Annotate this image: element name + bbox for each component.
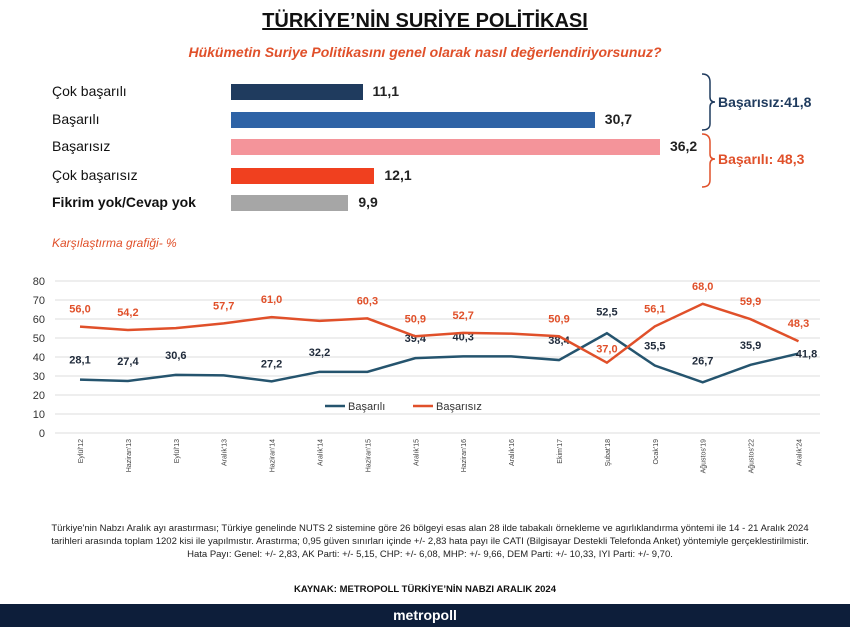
legend-label: Başarısız <box>436 401 482 413</box>
bar-category-label: Başarılı <box>52 111 100 127</box>
bar-category-label: Başarısız <box>52 138 111 154</box>
series-line-1 <box>79 302 800 365</box>
y-tick-label: 70 <box>33 295 45 307</box>
footer-logo: metropoll <box>0 604 850 627</box>
data-label: 27,4 <box>117 356 139 368</box>
data-label: 50,9 <box>548 313 569 325</box>
bar <box>231 168 375 184</box>
x-tick-label: Eylül'13 <box>174 439 181 463</box>
bar-category-label: Çok başarılı <box>52 83 127 99</box>
note-line: tarihleri arasında toplam 1202 kisi ile … <box>51 536 809 547</box>
methodology-notes: Türkiye'nin Nabzı Aralık ayı arastırması… <box>40 522 820 561</box>
data-label: 48,3 <box>788 318 809 330</box>
x-tick-label: Haziran'15 <box>365 439 372 472</box>
y-tick-label: 60 <box>33 314 45 326</box>
source: KAYNAK: METROPOLL TÜRKİYE’NİN NABZI ARAL… <box>294 584 556 595</box>
x-tick-label: Ağustos'22 <box>749 439 756 474</box>
y-tick-label: 30 <box>33 371 45 383</box>
x-tick-label: Eylül'12 <box>78 439 85 463</box>
x-tick-label: Aralık'13 <box>222 439 229 466</box>
y-tick-label: 20 <box>33 390 45 402</box>
data-label: 32,2 <box>309 347 330 359</box>
y-tick-label: 0 <box>39 428 45 440</box>
data-label: 56,1 <box>644 303 665 315</box>
data-label: 30,6 <box>165 350 186 362</box>
survey-question: Hükümetin Suriye Politikasını genel olar… <box>188 44 662 60</box>
x-tick-label: Ağustos'19 <box>701 439 708 474</box>
data-label: 35,5 <box>644 341 665 353</box>
x-tick-label: Haziran'16 <box>461 439 468 472</box>
y-tick-label: 40 <box>33 352 45 364</box>
data-label: 28,1 <box>69 355 90 367</box>
bar-value-label: 30,7 <box>604 111 633 127</box>
x-tick-label: Haziran'14 <box>270 439 277 472</box>
data-label: 59,9 <box>740 296 761 308</box>
data-label: 26,7 <box>692 355 713 367</box>
data-label: 27,2 <box>261 358 282 370</box>
y-tick-label: 10 <box>33 409 45 421</box>
data-label: 57,7 <box>213 300 234 312</box>
data-label: 38,4 <box>548 335 570 347</box>
data-label: 68,0 <box>692 281 713 293</box>
bar <box>231 112 595 128</box>
note-line: Hata Payı: Genel: +/- 2,83, AK Parti: +/… <box>187 549 673 560</box>
bar <box>231 84 363 100</box>
group-braces <box>701 73 716 188</box>
y-tick-label: 50 <box>33 333 45 345</box>
x-tick-label: Ocak'19 <box>653 439 660 465</box>
group-label-1: Başarısız:41,8 <box>718 94 812 110</box>
data-label: 52,5 <box>596 306 617 318</box>
x-tick-label: Aralık'16 <box>509 439 516 466</box>
data-label: 56,0 <box>69 304 90 316</box>
x-tick-label: Şubat'18 <box>605 439 612 467</box>
x-tick-label: Aralık'24 <box>797 439 804 466</box>
line-chart: 0 10 20 30 40 50 60 70 80 Eylül'12 Haziran'13 Eylül… <box>33 276 820 474</box>
legend-label: Başarılı <box>348 401 385 413</box>
group-label-2: Başarılı: 48,3 <box>718 151 805 167</box>
data-label: 52,7 <box>452 310 473 322</box>
note-line: Türkiye'nin Nabzı Aralık ayı arastırması… <box>51 523 809 534</box>
data-label: 54,2 <box>117 307 138 319</box>
page-title: TÜRKİYE’NİN SURİYE POLİTİKASI <box>262 10 588 32</box>
x-tick-label: Aralık'14 <box>318 439 325 466</box>
bar-category-label: Çok başarısız <box>52 167 138 183</box>
data-label: 41,8 <box>796 349 817 361</box>
bar-category-label: Fikrim yok/Cevap yok <box>52 194 196 210</box>
bar-value-label: 9,9 <box>358 194 378 210</box>
bar <box>231 139 660 155</box>
comparison-label: Karşılaştırma grafiği- % <box>52 236 177 250</box>
data-label: 37,0 <box>596 344 617 356</box>
bar <box>231 195 349 211</box>
x-tick-label: Ekim'17 <box>557 439 564 464</box>
series-line-0 <box>79 331 799 384</box>
data-label: 35,9 <box>740 340 761 352</box>
bar-value-label: 12,1 <box>384 167 412 183</box>
bar-value-label: 11,1 <box>372 83 400 99</box>
bar-value-label: 36,2 <box>669 138 698 154</box>
x-tick-label: Aralık'15 <box>413 439 420 466</box>
data-label: 50,9 <box>405 313 426 325</box>
x-tick-label: Haziran'13 <box>126 439 133 472</box>
data-label: 61,0 <box>261 294 282 306</box>
y-tick-label: 80 <box>33 276 45 288</box>
data-label: 60,3 <box>357 295 378 307</box>
